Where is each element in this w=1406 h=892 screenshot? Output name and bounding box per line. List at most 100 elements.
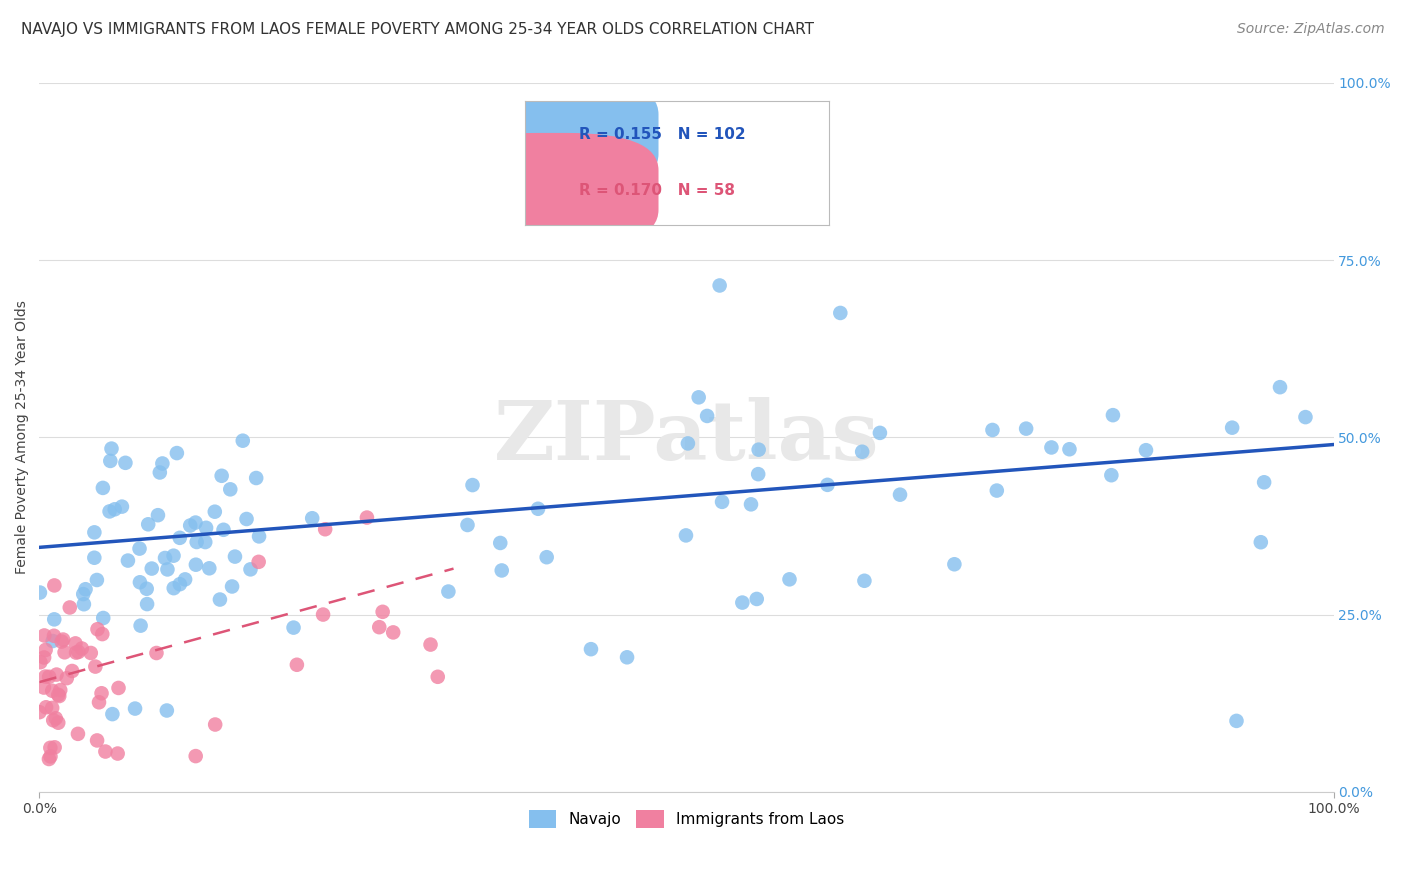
Point	[38, 752, 60, 766]
Point	[169, 577, 191, 591]
Point	[107, 747, 129, 761]
Point	[45, 667, 67, 681]
Point	[709, 278, 731, 293]
Point	[94, 745, 117, 759]
Point	[711, 495, 734, 509]
Point	[98, 504, 121, 518]
Text: NAVAJO VS IMMIGRANTS FROM LAOS FEMALE POVERTY AMONG 25-34 YEAR OLDS CORRELATION : NAVAJO VS IMMIGRANTS FROM LAOS FEMALE PO…	[21, 22, 814, 37]
Point	[1225, 714, 1247, 728]
Point	[817, 478, 839, 492]
Point	[1250, 535, 1272, 549]
Point	[162, 549, 184, 563]
Point	[779, 572, 801, 586]
Point	[457, 518, 479, 533]
Point	[889, 488, 911, 502]
Point	[44, 578, 66, 592]
Point	[368, 620, 391, 634]
Point	[111, 500, 134, 514]
Point	[688, 390, 710, 404]
Point	[527, 501, 550, 516]
Point	[676, 436, 699, 450]
Point	[146, 508, 169, 523]
Point	[41, 701, 63, 715]
Point	[114, 456, 136, 470]
Point	[1102, 408, 1125, 422]
Point	[80, 646, 103, 660]
Point	[1059, 442, 1081, 457]
Point	[83, 525, 105, 540]
Point	[35, 700, 58, 714]
Point	[174, 573, 197, 587]
Point	[98, 454, 121, 468]
Point	[34, 628, 56, 642]
Point	[212, 523, 235, 537]
Legend: Navajo, Immigrants from Laos: Navajo, Immigrants from Laos	[523, 804, 851, 834]
Point	[48, 689, 70, 703]
Point	[437, 584, 460, 599]
Point	[184, 749, 207, 764]
Point	[195, 521, 218, 535]
Point	[1015, 422, 1038, 436]
Point	[66, 727, 89, 741]
Point	[28, 705, 51, 719]
Point	[204, 717, 226, 731]
Point	[224, 549, 246, 564]
Point	[301, 511, 323, 525]
Point	[129, 618, 152, 632]
Point	[186, 535, 208, 549]
Point	[232, 434, 254, 448]
Point	[91, 481, 114, 495]
Point	[124, 701, 146, 715]
Point	[51, 634, 73, 648]
Point	[56, 671, 79, 685]
Point	[426, 670, 449, 684]
Point	[73, 597, 96, 611]
Point	[356, 510, 378, 524]
Point	[943, 558, 966, 572]
Point	[853, 574, 876, 588]
Point	[247, 529, 270, 543]
Point	[747, 467, 769, 482]
Point	[1099, 468, 1122, 483]
Point	[166, 446, 188, 460]
Point	[208, 592, 231, 607]
Point	[1253, 475, 1275, 490]
Point	[83, 550, 105, 565]
Point	[42, 629, 65, 643]
Point	[149, 466, 172, 480]
Point	[382, 625, 405, 640]
Point	[235, 512, 257, 526]
Point	[90, 686, 112, 700]
Point	[851, 444, 873, 458]
Point	[136, 597, 159, 611]
Point	[128, 541, 150, 556]
Point	[86, 622, 108, 636]
Point	[830, 306, 852, 320]
Point	[32, 681, 55, 695]
Point	[1135, 443, 1157, 458]
Point	[745, 591, 768, 606]
Point	[748, 442, 770, 457]
Text: Source: ZipAtlas.com: Source: ZipAtlas.com	[1237, 22, 1385, 37]
Point	[1040, 441, 1063, 455]
Point	[129, 575, 152, 590]
Point	[211, 468, 233, 483]
Point	[981, 423, 1004, 437]
Point	[141, 561, 163, 575]
Point	[283, 621, 305, 635]
Point	[696, 409, 718, 423]
Point	[75, 582, 97, 597]
Point	[45, 711, 67, 725]
Point	[219, 483, 242, 497]
Point	[489, 536, 512, 550]
Point	[150, 457, 173, 471]
Point	[204, 505, 226, 519]
Point	[46, 715, 69, 730]
Point	[1268, 380, 1291, 394]
Point	[1294, 410, 1316, 425]
Point	[153, 551, 176, 566]
Point	[86, 733, 108, 747]
Point	[156, 562, 179, 576]
Point	[41, 683, 63, 698]
Point	[91, 627, 114, 641]
